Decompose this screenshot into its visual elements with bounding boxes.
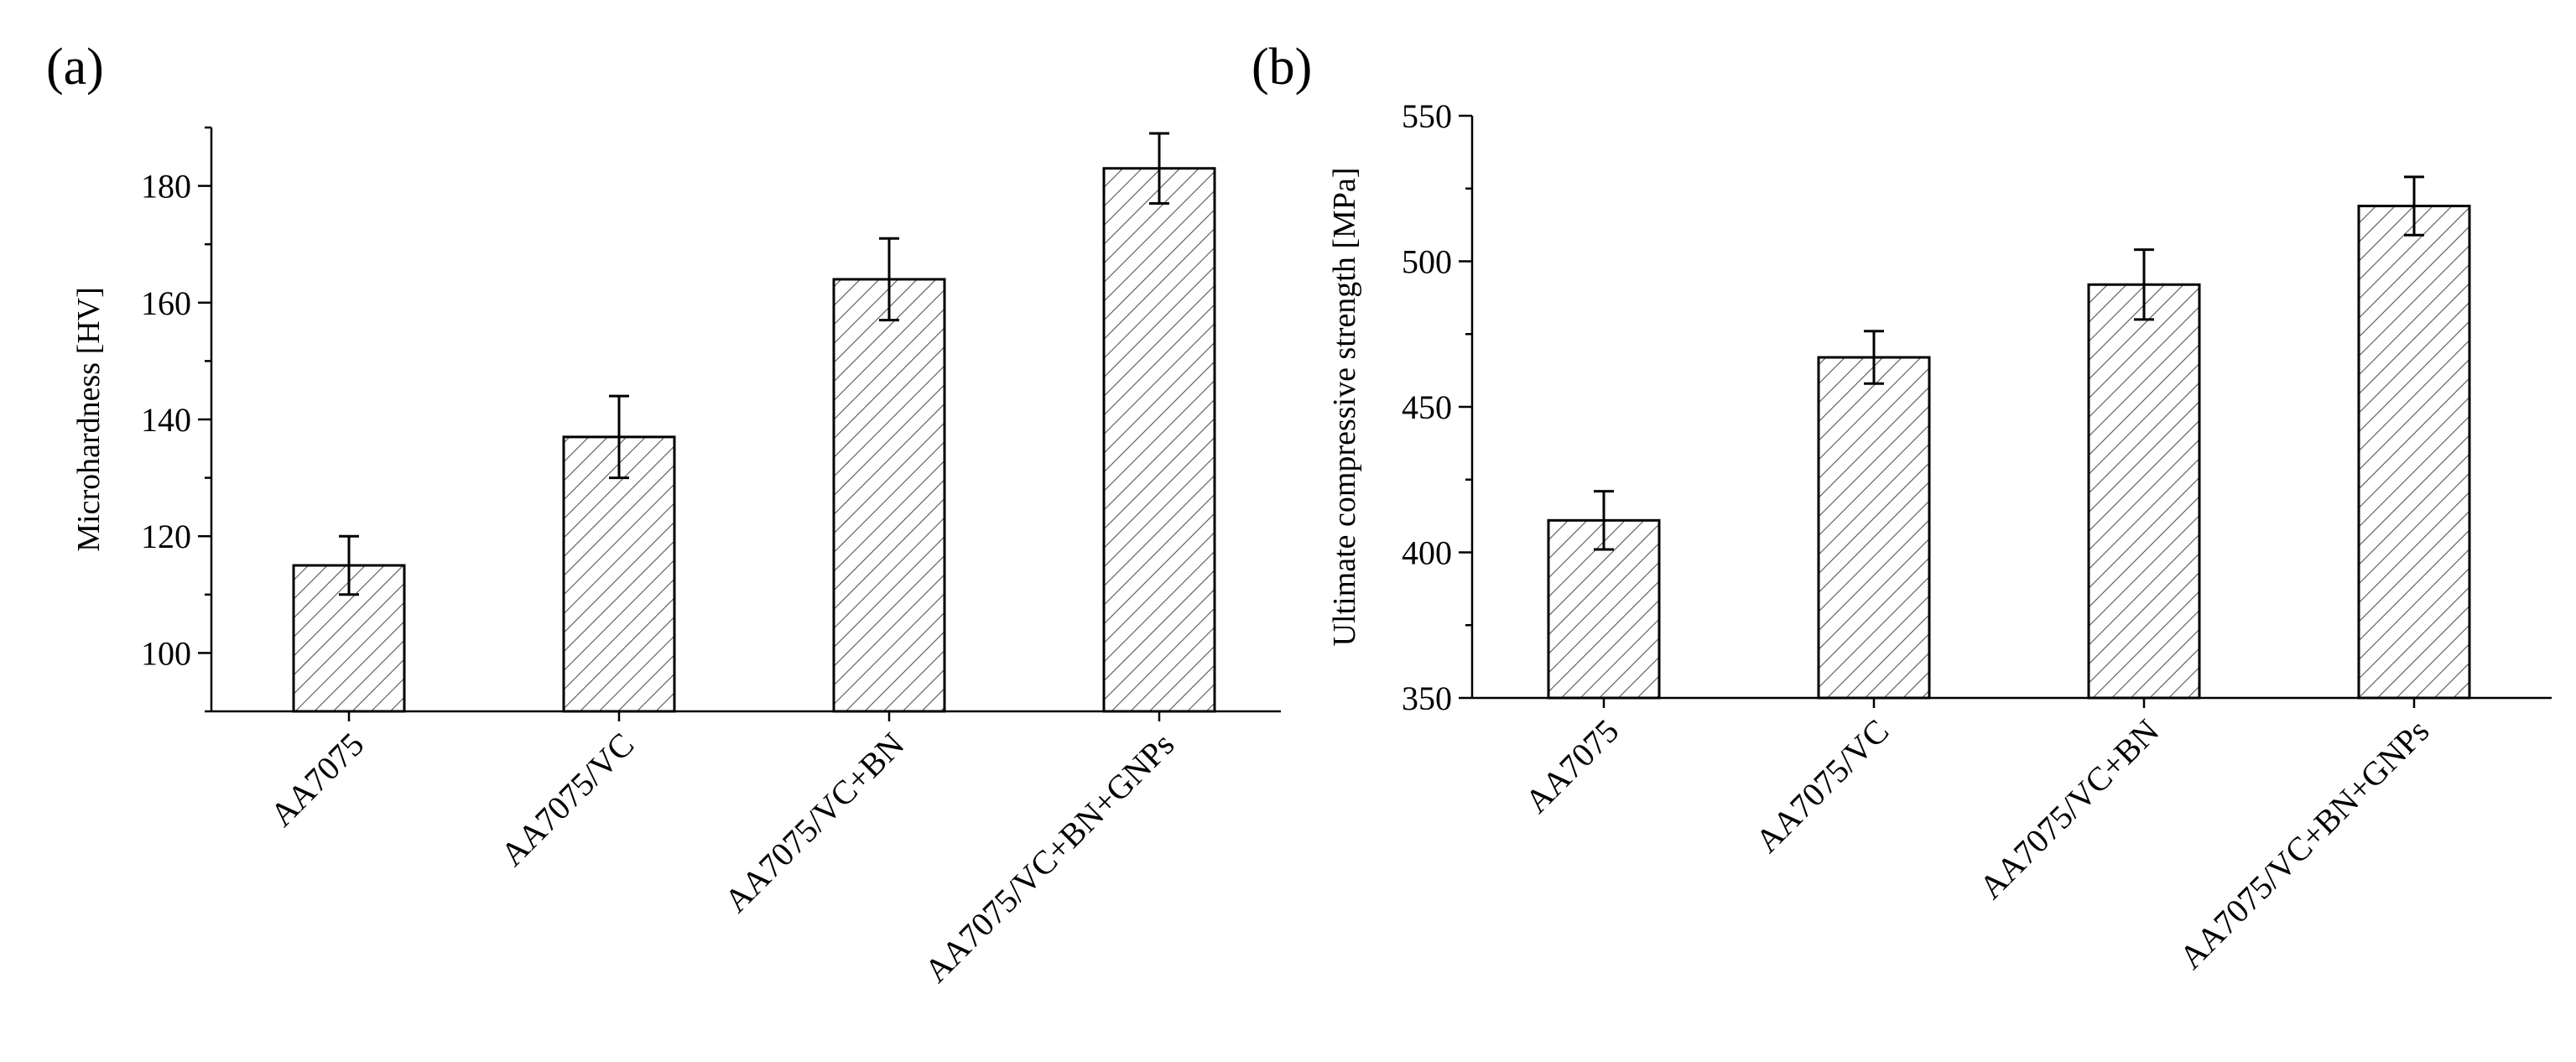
chart-panel-a: (a) 100 120 140 160 180 Microhardness [HV] AA70…	[46, 39, 1281, 990]
x-category-label: AA7075	[1517, 712, 1626, 820]
y-tick-label: 400	[1402, 534, 1452, 572]
y-tick-label: 350	[1402, 679, 1452, 717]
x-category-label: AA7075/VC+BN+GNPs	[2172, 712, 2436, 976]
y-tick-label: 140	[141, 401, 191, 439]
y-tick-label: 500	[1402, 243, 1452, 281]
bar	[292, 564, 406, 713]
y-tick-label: 550	[1402, 97, 1452, 135]
x-category-label: AA7075/VC	[493, 726, 641, 873]
y-tick-label: 160	[141, 284, 191, 322]
bar	[1817, 356, 1931, 700]
y-axis-title: Microhardness [HV]	[71, 287, 107, 552]
bar	[2357, 205, 2471, 700]
bar	[2087, 283, 2201, 700]
bar	[832, 278, 946, 713]
x-category-label: AA7075/VC+BN	[1972, 712, 2167, 907]
panel-label: (a)	[46, 39, 104, 96]
y-tick-label: 100	[141, 634, 191, 672]
bar	[562, 435, 676, 713]
bar	[1102, 167, 1216, 713]
x-category-label: AA7075	[263, 726, 371, 834]
y-tick-label: 450	[1402, 388, 1452, 426]
y-axis-title: Ultimate compressive strength [MPa]	[1327, 168, 1362, 647]
chart-panel-b: (b) 350 400 450 500 550 Ultimate compressive s…	[1252, 39, 2552, 976]
x-category-label: AA7075/VC+BN+GNPs	[917, 726, 1181, 990]
y-tick-label: 180	[141, 168, 191, 206]
y-tick-label: 120	[141, 518, 191, 555]
panel-label: (b)	[1252, 39, 1312, 96]
x-category-label: AA7075/VC	[1748, 712, 1896, 860]
x-category-label: AA7075/VC+BN	[717, 726, 912, 920]
